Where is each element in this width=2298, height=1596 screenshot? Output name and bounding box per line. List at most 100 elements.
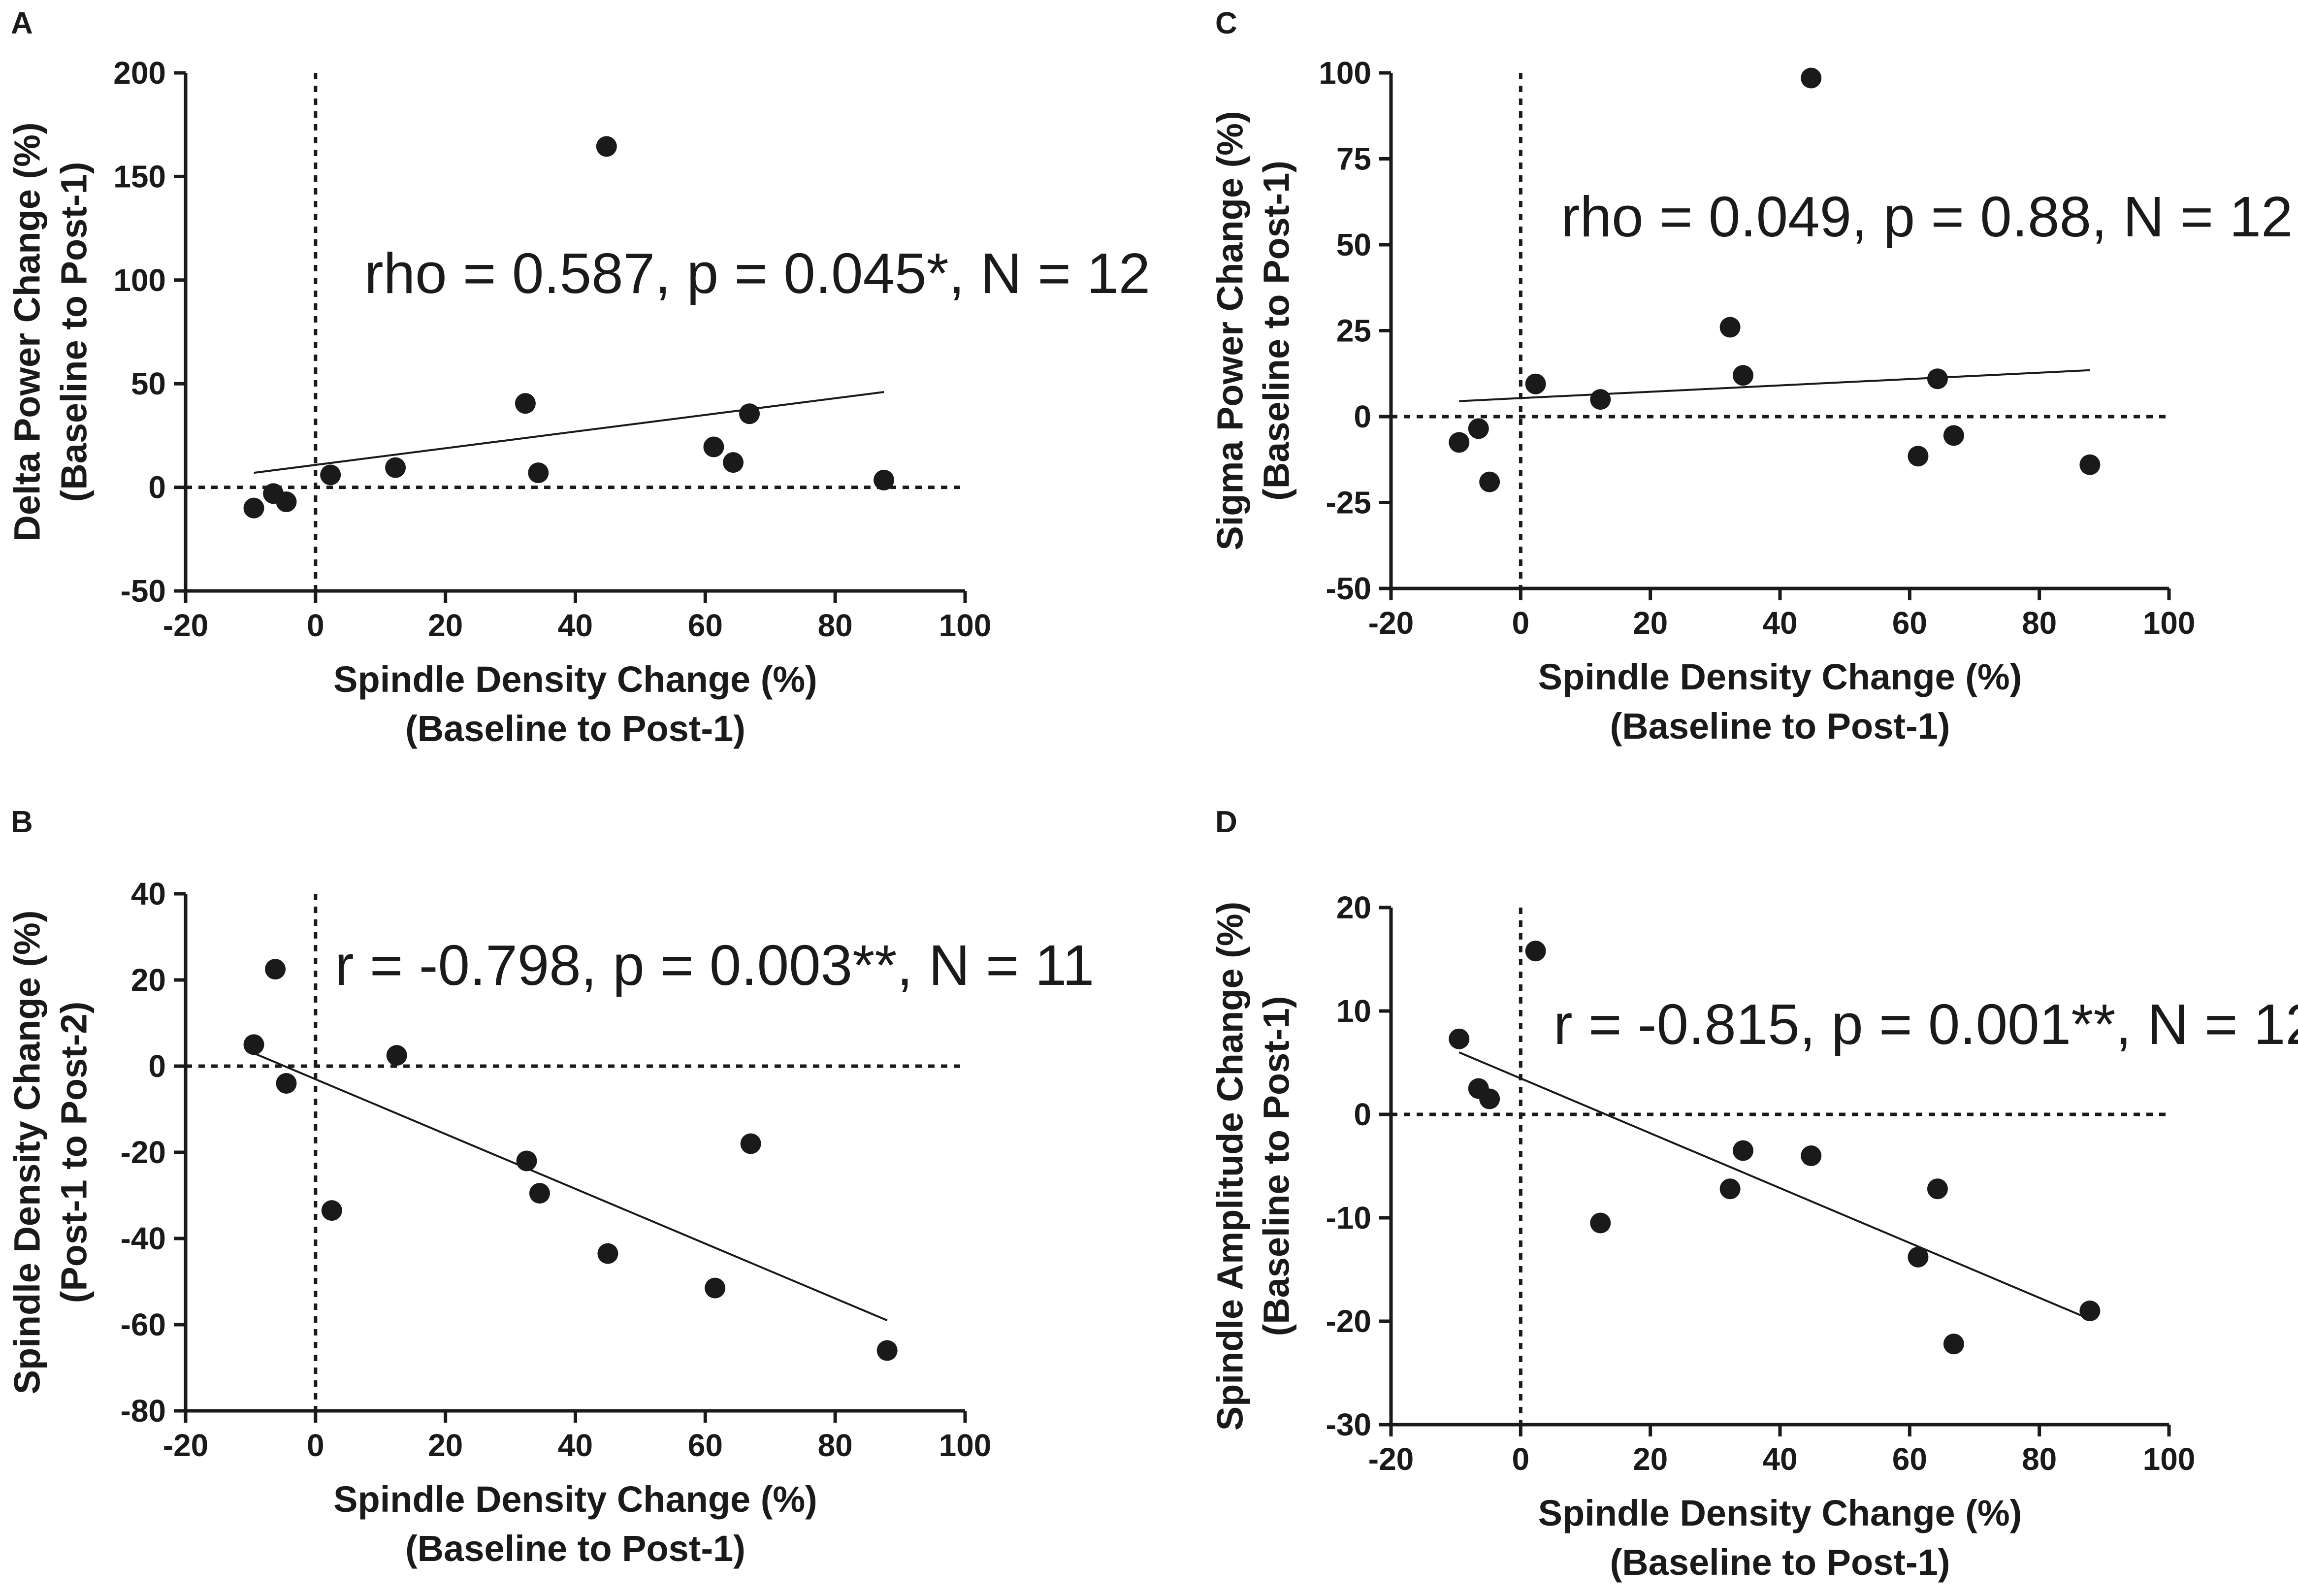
y-tick-label: -30 (1326, 1407, 1372, 1442)
y-tick-label: 0 (1354, 399, 1371, 434)
data-point (705, 1277, 726, 1299)
x-tick-label: 20 (1633, 605, 1668, 641)
data-point (1590, 1212, 1611, 1234)
regression-line (1459, 369, 2090, 402)
data-point (1732, 365, 1753, 386)
data-point (739, 403, 760, 424)
panel-letter: D (1215, 805, 1237, 839)
x-tick-label: -20 (1368, 605, 1414, 641)
x-tick-label: -20 (1368, 1441, 1414, 1477)
x-tick-label: 80 (2022, 605, 2057, 641)
y-tick-label: 50 (131, 366, 166, 401)
y-tick-label: 150 (113, 159, 166, 194)
data-point (596, 136, 617, 157)
y-tick-label: 100 (113, 262, 166, 298)
x-axis-label-secondary: (Baseline to Post-1) (1610, 706, 1950, 747)
y-tick-label: -20 (121, 1135, 166, 1170)
x-tick-label: 0 (1512, 1441, 1530, 1477)
y-tick-label: 0 (148, 470, 166, 505)
data-point (1590, 389, 1611, 410)
y-axis-label-secondary: (Post-1 to Post-2) (54, 1002, 95, 1303)
y-tick-label: -40 (121, 1221, 166, 1256)
y-tick-label: 25 (1336, 313, 1371, 349)
data-point (1927, 368, 1948, 390)
x-tick-label: 60 (688, 608, 723, 643)
data-point (1943, 425, 1964, 446)
data-point (1908, 446, 1929, 467)
data-point (276, 491, 297, 513)
data-point (1449, 1028, 1470, 1049)
y-tick-label: 75 (1336, 141, 1371, 177)
x-tick-label: 60 (688, 1428, 723, 1463)
y-axis-label: Spindle Amplitude Change (%) (1210, 902, 1251, 1431)
data-point (1719, 1178, 1741, 1200)
data-point (1801, 67, 1822, 89)
y-tick-label: 20 (1336, 890, 1371, 925)
x-tick-label: 100 (939, 1428, 992, 1463)
data-point (597, 1243, 618, 1264)
data-point (386, 1045, 407, 1066)
data-point (265, 959, 286, 980)
regression-line (254, 391, 884, 474)
panel-letter: B (11, 805, 33, 839)
regression-line (253, 1052, 888, 1322)
y-axis-label: Delta Power Change (%) (7, 122, 48, 541)
data-point (243, 497, 264, 519)
data-point (1479, 1088, 1500, 1109)
data-point (276, 1073, 297, 1094)
y-axis-label: Sigma Power Change (%) (1210, 111, 1251, 550)
x-tick-label: 60 (1892, 605, 1927, 641)
x-tick-label: 20 (428, 1428, 463, 1463)
data-point (1719, 317, 1741, 338)
data-point (2079, 1301, 2101, 1321)
x-axis-label: Spindle Density Change (%) (1538, 1493, 2022, 1533)
x-axis-label: Spindle Density Change (%) (333, 1479, 817, 1520)
y-tick-label: -20 (1326, 1303, 1372, 1339)
y-tick-label: 40 (131, 876, 166, 912)
stats-annotation: r = -0.798, p = 0.003**, N = 11 (335, 933, 1094, 997)
x-tick-label: 0 (307, 1428, 324, 1463)
stats-annotation: rho = 0.587, p = 0.045*, N = 12 (364, 241, 1150, 305)
x-tick-label: 40 (558, 1428, 593, 1463)
data-point (529, 1183, 550, 1204)
y-tick-label: -50 (1326, 571, 1372, 606)
panel-letter: A (11, 6, 33, 40)
y-axis-label: Spindle Density Change (%) (7, 911, 48, 1395)
x-tick-label: 20 (1633, 1441, 1668, 1477)
y-tick-label: 0 (148, 1048, 166, 1084)
data-point (1908, 1246, 1929, 1268)
panel-c: C -20 0 20 40 60 80 100 -50 -25 0 25 50 75 100 rho = 0.… (1210, 6, 2293, 747)
data-point (723, 452, 744, 473)
y-tick-label: 100 (1319, 55, 1371, 91)
data-point (1927, 1178, 1948, 1200)
x-tick-label: 20 (428, 608, 463, 643)
x-tick-label: 100 (2143, 605, 2196, 641)
x-axis-label-secondary: (Baseline to Post-1) (405, 708, 745, 749)
panel-a: A -20 0 20 40 60 80 100 -50 0 50 100 150 200 rho = 0.5… (7, 6, 1151, 749)
x-tick-label: 100 (2143, 1441, 2196, 1477)
y-tick-label: -25 (1326, 485, 1372, 521)
data-point (1449, 432, 1470, 453)
data-point (385, 457, 406, 478)
panel-letter: C (1215, 6, 1237, 40)
data-point (876, 1340, 898, 1361)
y-tick-label: 0 (1354, 1097, 1371, 1132)
y-tick-label: -80 (121, 1393, 166, 1429)
data-point (515, 393, 536, 414)
x-tick-label: 80 (818, 1428, 853, 1463)
x-tick-label: 0 (1512, 605, 1530, 641)
x-axis-label: Spindle Density Change (%) (1538, 656, 2022, 697)
stats-annotation: r = -0.815, p = 0.001**, N = 12 (1554, 992, 2298, 1056)
x-tick-label: 100 (939, 608, 992, 643)
data-point (874, 469, 895, 490)
x-tick-label: 40 (558, 608, 593, 643)
data-point (1479, 471, 1500, 492)
y-tick-label: -60 (121, 1307, 166, 1342)
x-axis-label-secondary: (Baseline to Post-1) (1610, 1542, 1950, 1583)
data-point (740, 1133, 761, 1154)
y-tick-label: 20 (131, 962, 166, 998)
x-tick-label: -20 (163, 1428, 209, 1463)
data-point (528, 462, 549, 484)
